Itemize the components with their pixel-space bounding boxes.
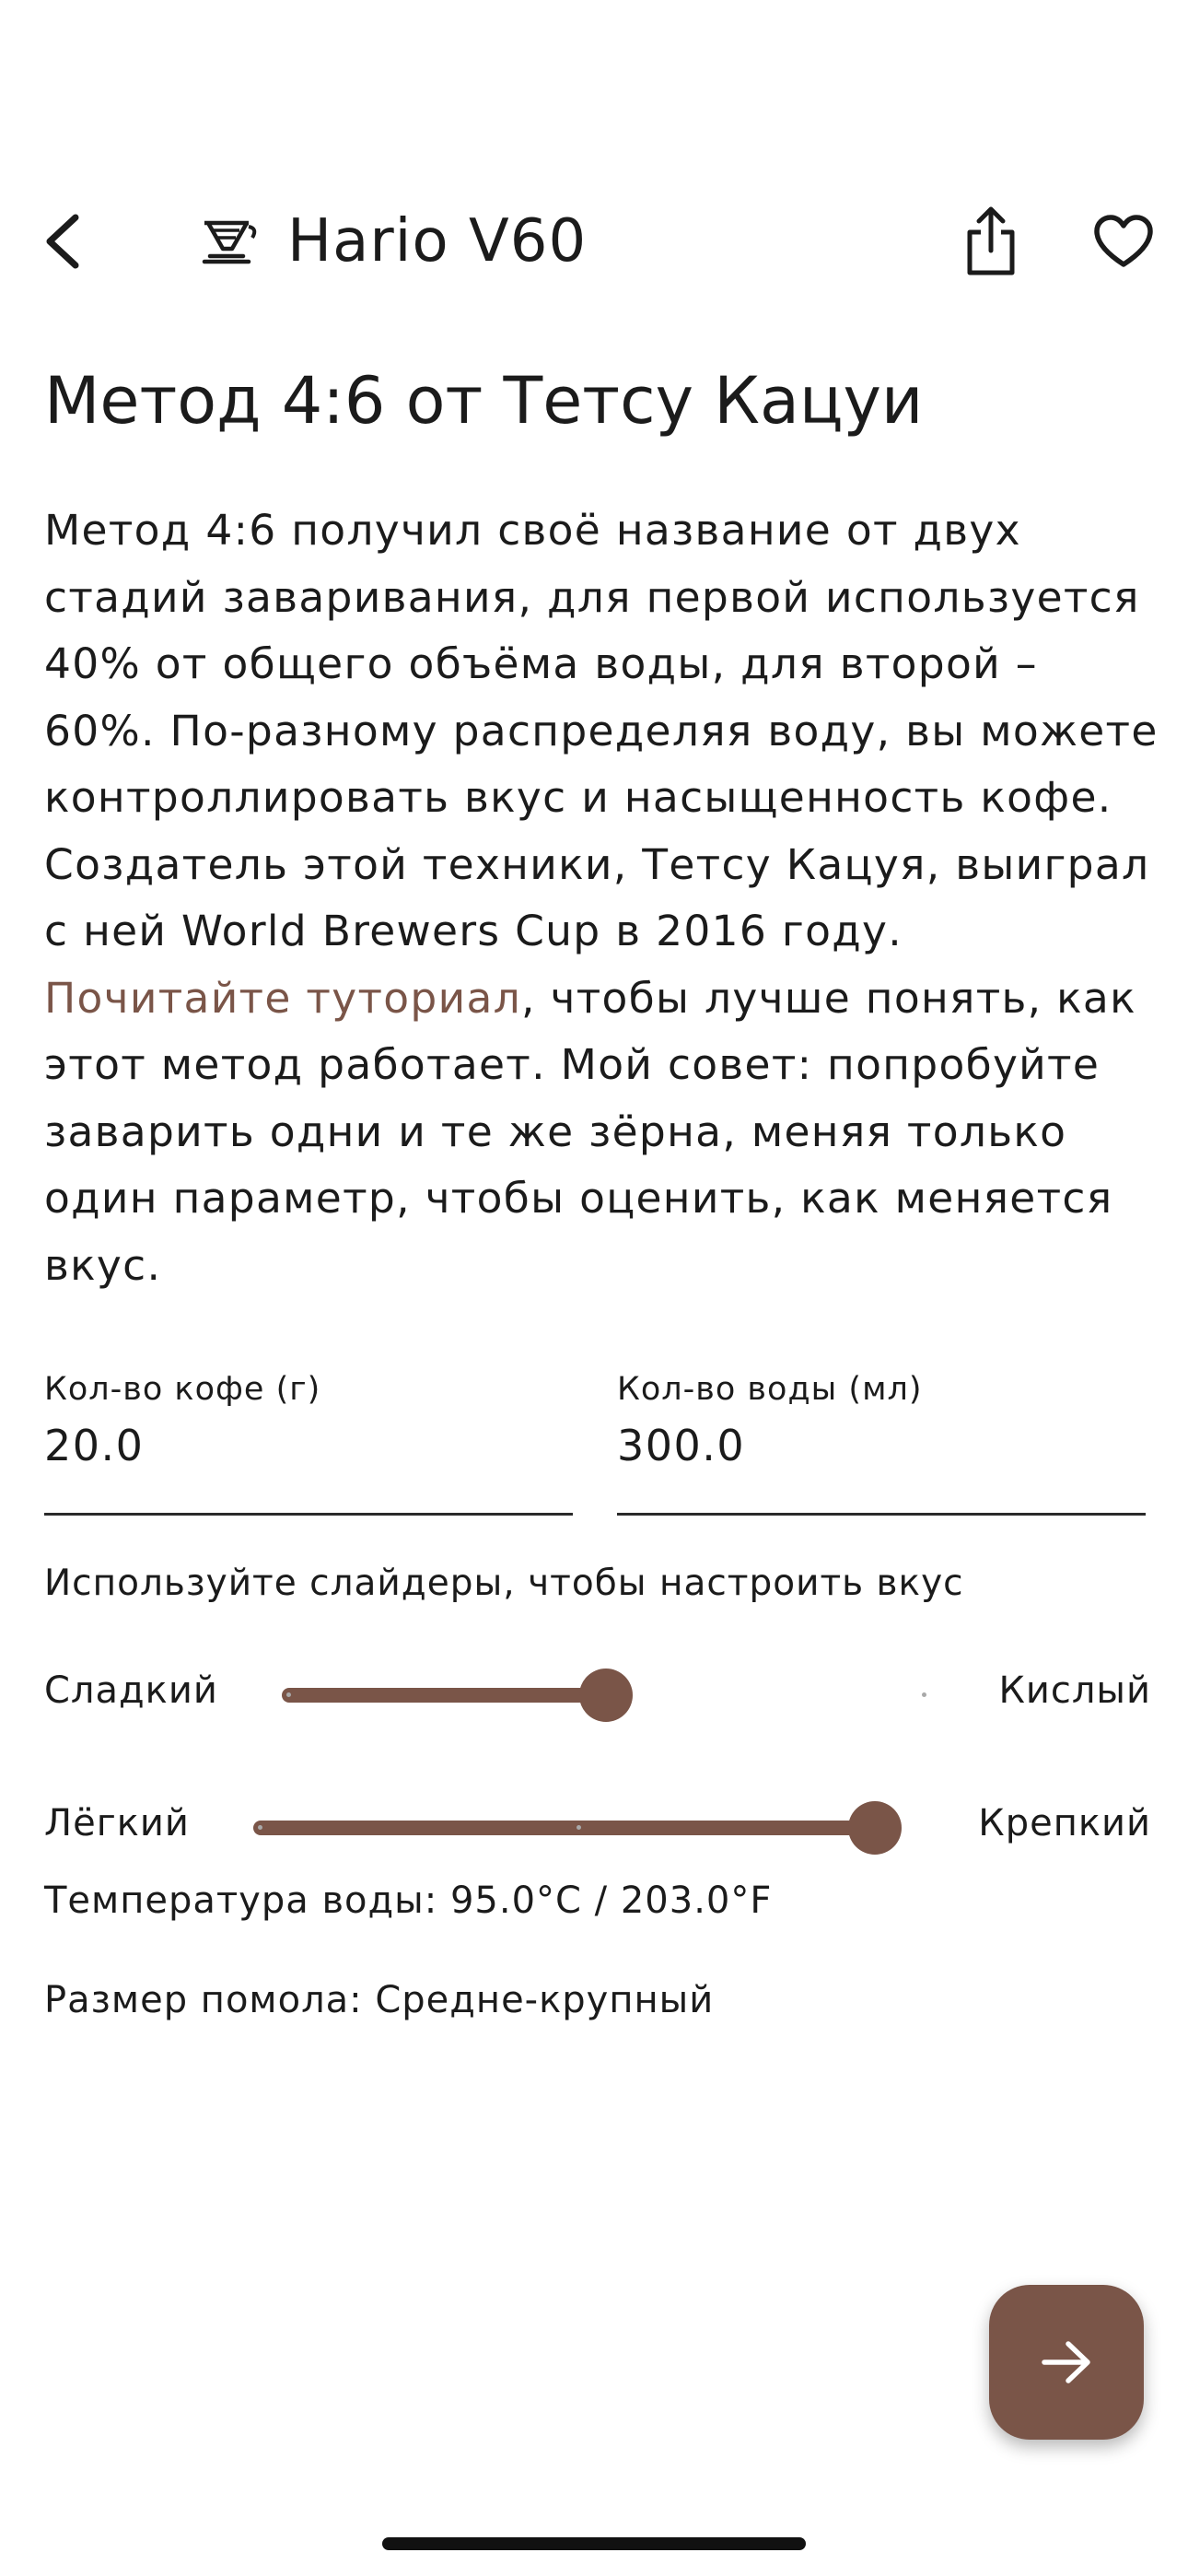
strength-slider[interactable] — [253, 1800, 902, 1856]
home-indicator — [382, 2537, 806, 2550]
next-button[interactable] — [989, 2285, 1144, 2440]
taste-slider-tick-end — [922, 1692, 926, 1697]
coffee-amount-field[interactable]: Кол-во кофе (г) — [44, 1371, 573, 1516]
tutorial-link[interactable]: Почитайте туториал — [44, 973, 522, 1023]
favorite-button[interactable] — [1087, 205, 1160, 278]
strength-right-label: Крепкий — [978, 1802, 1151, 1844]
taste-right-label: Кислый — [998, 1669, 1151, 1712]
coffee-amount-label: Кол-во кофе (г) — [44, 1371, 321, 1408]
strength-slider-track — [253, 1821, 875, 1835]
water-amount-input[interactable] — [617, 1421, 1146, 1470]
water-amount-underline — [617, 1513, 1146, 1516]
chevron-left-icon — [46, 214, 79, 269]
grind-size: Размер помола: Средне-крупный — [44, 1979, 715, 2021]
header-title: Hario V60 — [287, 207, 588, 275]
strength-slider-tick-start — [258, 1825, 262, 1830]
taste-slider-track — [282, 1688, 606, 1703]
description-outro: , чтобы лучше понять, как этот метод раб… — [44, 973, 1136, 1290]
taste-slider-thumb[interactable] — [579, 1669, 633, 1722]
taste-slider[interactable] — [282, 1668, 930, 1723]
taste-left-label: Сладкий — [44, 1669, 218, 1712]
description-intro: Метод 4:6 получил своё название от двух … — [44, 506, 1159, 955]
back-button[interactable] — [33, 205, 92, 278]
water-amount-label: Кол-во воды (мл) — [617, 1371, 923, 1408]
share-icon — [967, 206, 1015, 275]
water-temperature: Температура воды: 95.0°C / 203.0°F — [44, 1879, 773, 1922]
strength-slider-tick-mid — [577, 1825, 581, 1830]
arrow-right-icon — [1042, 2341, 1090, 2383]
v60-dripper-icon — [202, 220, 257, 264]
strength-slider-thumb[interactable] — [848, 1801, 902, 1855]
water-amount-field[interactable]: Кол-во воды (мл) — [617, 1371, 1146, 1516]
slider-hint: Используйте слайдеры, чтобы настроить вк… — [44, 1563, 964, 1604]
strength-left-label: Лёгкий — [44, 1802, 190, 1844]
header-title-group: Hario V60 — [201, 197, 587, 286]
coffee-amount-underline — [44, 1513, 573, 1516]
coffee-amount-input[interactable] — [44, 1421, 573, 1470]
heart-outline-icon — [1094, 215, 1153, 267]
taste-slider-tick-start — [286, 1692, 291, 1697]
recipe-title: Метод 4:6 от Тетсу Кацуи — [44, 363, 924, 439]
recipe-description: Метод 4:6 получил своё название от двух … — [44, 498, 1159, 1299]
share-button[interactable] — [958, 201, 1024, 282]
